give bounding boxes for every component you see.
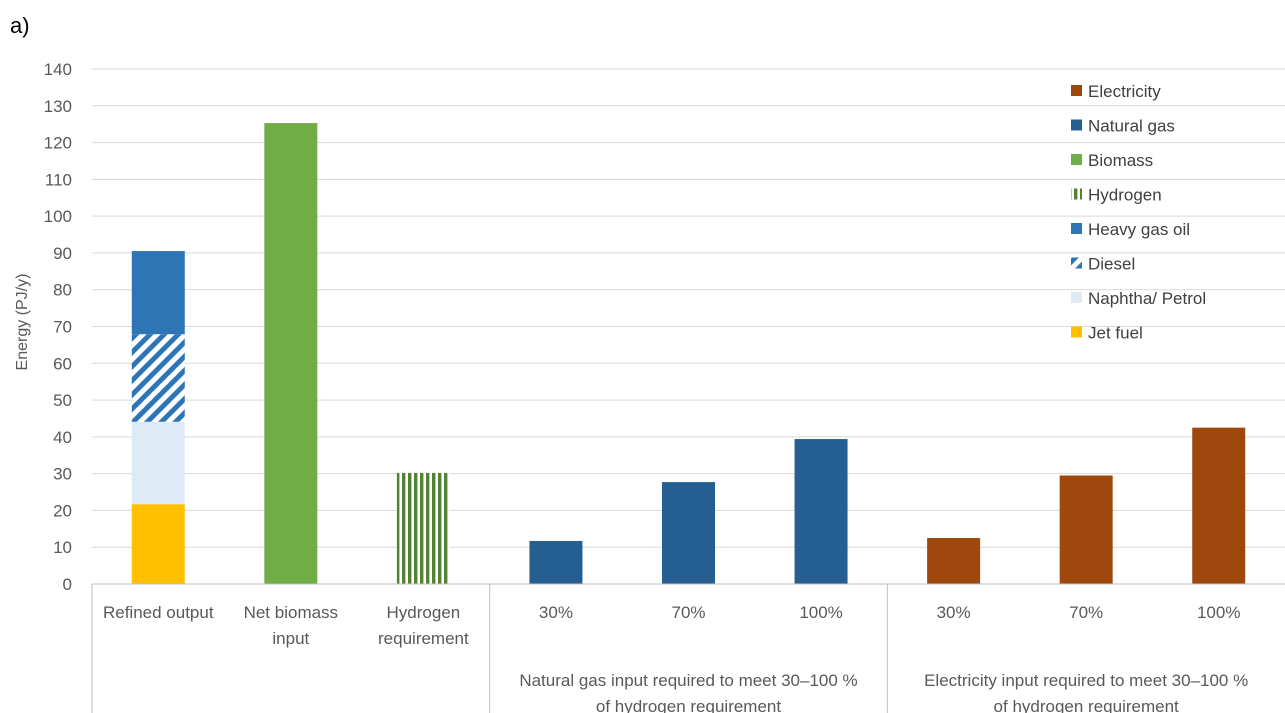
legend-label-jet-fuel: Jet fuel <box>1088 324 1143 343</box>
legend-label-biomass: Biomass <box>1088 151 1153 170</box>
legend-swatch-natural-gas <box>1071 119 1082 131</box>
x-tick-label: 30% <box>539 603 573 622</box>
legend-swatch-biomass <box>1071 154 1082 165</box>
x-tick-label: Net biomass <box>244 603 338 622</box>
x-tick-label: Refined output <box>103 603 214 622</box>
x-tick-label: Hydrogen <box>387 603 461 622</box>
x-tick-label: 30% <box>937 603 971 622</box>
x-axis: Refined output Net biomass input Hydrogen re… <box>91 583 1285 713</box>
bars <box>131 123 1246 584</box>
bar-segment-natural-gas <box>529 540 583 584</box>
legend-label-naphtha-petrol: Naphtha/ Petrol <box>1088 289 1206 308</box>
bar-segment-natural-gas <box>662 482 715 584</box>
y-tick-label: 110 <box>45 170 72 189</box>
legend-swatch-hydrogen <box>1071 188 1082 200</box>
group-label: Electricity input required to meet 30–10… <box>924 671 1248 690</box>
legend-swatch-naphtha-petrol <box>1071 292 1082 303</box>
y-tick-label: 140 <box>44 60 72 79</box>
y-tick-label: 0 <box>63 575 72 594</box>
y-axis-label: Energy (PJ/y) <box>14 274 31 371</box>
y-tick-label: 130 <box>44 97 72 116</box>
legend-label-natural-gas: Natural gas <box>1088 117 1175 136</box>
x-tick-label: 100% <box>1197 603 1240 622</box>
y-tick-label: 20 <box>53 501 72 520</box>
x-tick-label: input <box>272 629 309 648</box>
legend-swatch-electricity <box>1071 85 1082 96</box>
y-tick-label: 90 <box>53 244 72 263</box>
panel-label: a) <box>10 13 30 38</box>
legend-swatch-diesel <box>1071 257 1082 269</box>
y-axis-ticks: 0 10 20 30 40 50 60 70 80 90 100 110 120 130 140 <box>44 60 72 594</box>
group-label: of hydrogen requirement <box>596 697 782 713</box>
y-tick-label: 100 <box>44 207 72 226</box>
group-label: Natural gas input required to meet 30–10… <box>519 671 857 690</box>
legend-label-electricity: Electricity <box>1088 82 1161 101</box>
bar-segment-hydrogen <box>396 472 450 584</box>
bar-segment-heavy-gas-oil <box>131 251 185 335</box>
bar-segment-natural-gas <box>794 439 848 584</box>
legend-label-diesel: Diesel <box>1088 255 1135 274</box>
bar-segment-electricity <box>927 538 981 584</box>
x-tick-label: 70% <box>671 603 705 622</box>
legend: Electricity Natural gas Biomass Hydrogen Hea… <box>1071 82 1206 343</box>
legend-swatch-heavy-gas-oil <box>1071 223 1082 234</box>
legend-label-heavy-gas-oil: Heavy gas oil <box>1088 220 1190 239</box>
legend-swatch-jet-fuel <box>1071 326 1082 338</box>
x-tick-label: requirement <box>378 629 469 648</box>
x-tick-label: 70% <box>1069 603 1103 622</box>
legend-label-hydrogen: Hydrogen <box>1088 186 1162 205</box>
bar-segment-naphtha-petrol <box>131 421 185 505</box>
bar-segment-biomass <box>264 123 318 584</box>
y-tick-label: 10 <box>53 538 72 557</box>
y-tick-label: 40 <box>53 428 72 447</box>
bar-segment-jet-fuel <box>131 504 185 584</box>
y-tick-label: 30 <box>53 465 72 484</box>
y-tick-label: 70 <box>53 318 72 337</box>
group-label: of hydrogen requirement <box>994 697 1180 713</box>
y-tick-label: 50 <box>53 391 72 410</box>
y-tick-label: 120 <box>44 134 72 153</box>
y-tick-label: 80 <box>53 281 72 300</box>
bar-segment-diesel <box>131 334 185 422</box>
y-tick-label: 60 <box>53 354 72 373</box>
bar-segment-electricity <box>1192 427 1246 584</box>
x-tick-label: 100% <box>799 603 842 622</box>
bar-segment-electricity <box>1059 475 1113 584</box>
